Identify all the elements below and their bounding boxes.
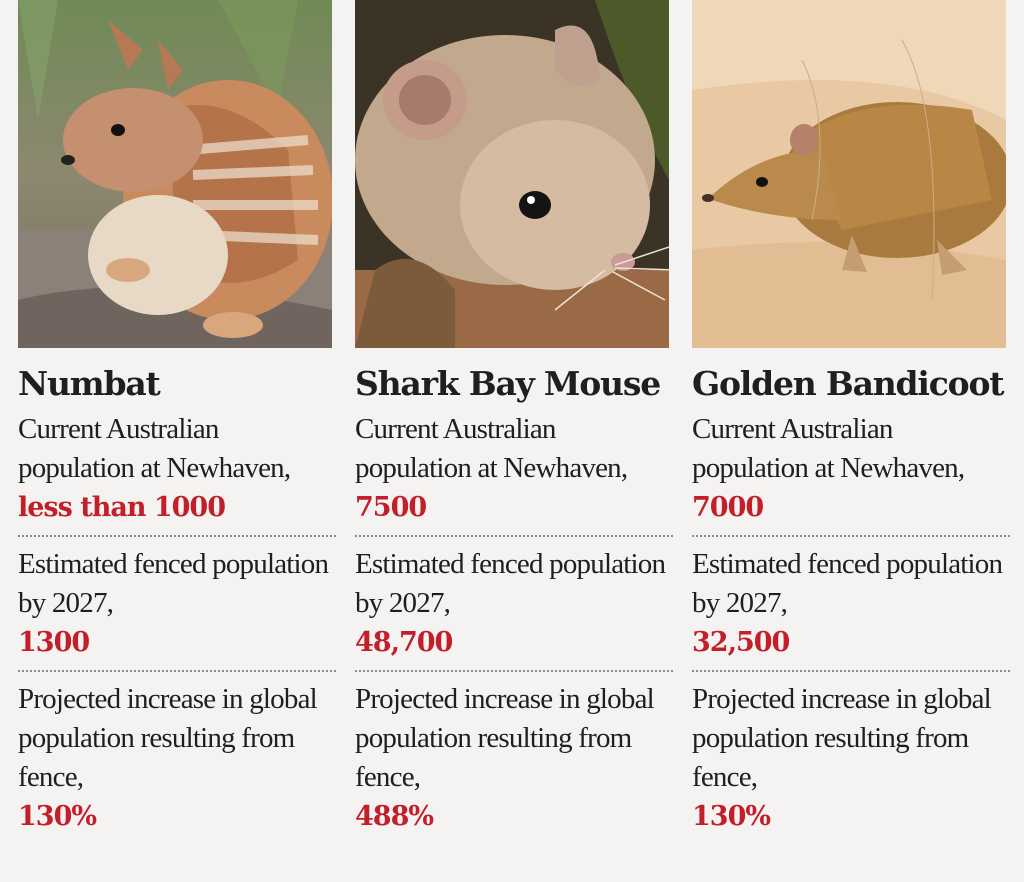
animal-name: Shark Bay Mouse bbox=[355, 364, 661, 403]
animal-card-shark-bay-mouse: Shark Bay Mouse Current Australian popul… bbox=[355, 0, 673, 836]
fenced-population: Estimated fenced population by 2027, 32,… bbox=[692, 545, 1010, 672]
projected-increase: Projected increase in global population … bbox=[355, 680, 673, 836]
current-population-value: 7000 bbox=[692, 492, 764, 523]
fenced-population-value: 32,500 bbox=[692, 627, 790, 658]
animal-card-numbat: Numbat Current Australian population at … bbox=[18, 0, 336, 836]
current-population-value: 7500 bbox=[355, 492, 427, 523]
numbat-photo bbox=[18, 0, 332, 348]
current-population: Current Australian population at Newhave… bbox=[692, 410, 1010, 537]
projected-increase-value: 130% bbox=[18, 801, 97, 832]
projected-increase: Projected increase in global population … bbox=[692, 680, 1010, 836]
projected-increase-label: Projected increase in global population … bbox=[355, 683, 655, 793]
current-population: Current Australian population at Newhave… bbox=[355, 410, 673, 537]
fenced-population: Estimated fenced population by 2027, 130… bbox=[18, 545, 336, 672]
current-population-label: Current Australian population at Newhave… bbox=[355, 413, 628, 484]
projected-increase-value: 130% bbox=[692, 801, 771, 832]
fenced-population-label: Estimated fenced population by 2027, bbox=[355, 548, 666, 619]
projected-increase-label: Projected increase in global population … bbox=[18, 683, 318, 793]
golden-bandicoot-photo bbox=[692, 0, 1006, 348]
shark-bay-mouse-photo bbox=[355, 0, 669, 348]
fenced-population-label: Estimated fenced population by 2027, bbox=[18, 548, 329, 619]
projected-increase-value: 488% bbox=[355, 801, 434, 832]
animal-card-golden-bandicoot: Golden Bandicoot Current Australian popu… bbox=[692, 0, 1010, 836]
fenced-population-value: 48,700 bbox=[355, 627, 453, 658]
fenced-population-value: 1300 bbox=[18, 627, 90, 658]
current-population-value: less than 1000 bbox=[18, 492, 226, 523]
projected-increase-label: Projected increase in global population … bbox=[692, 683, 992, 793]
fenced-population: Estimated fenced population by 2027, 48,… bbox=[355, 545, 673, 672]
current-population-label: Current Australian population at Newhave… bbox=[18, 413, 291, 484]
fenced-population-label: Estimated fenced population by 2027, bbox=[692, 548, 1003, 619]
animal-name: Golden Bandicoot bbox=[692, 364, 1005, 403]
current-population: Current Australian population at Newhave… bbox=[18, 410, 336, 537]
animal-name: Numbat bbox=[18, 364, 161, 403]
current-population-label: Current Australian population at Newhave… bbox=[692, 413, 965, 484]
projected-increase: Projected increase in global population … bbox=[18, 680, 336, 836]
